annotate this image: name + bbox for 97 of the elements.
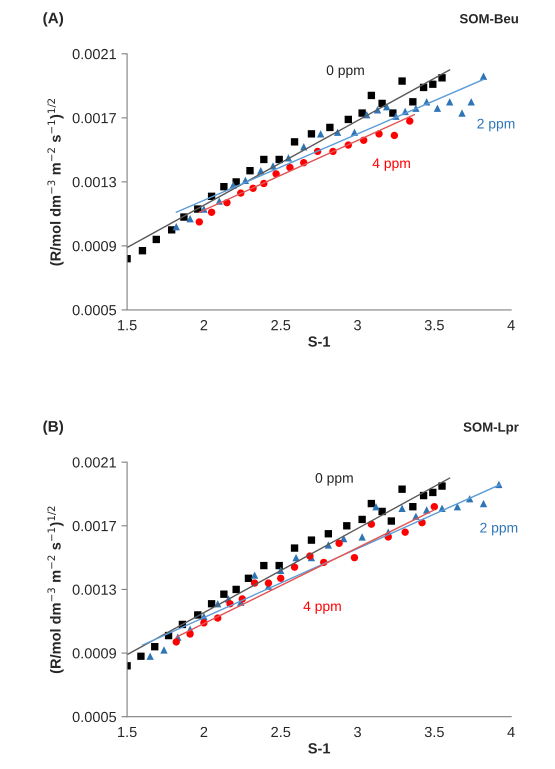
point [196,218,203,226]
point [186,215,194,222]
series-label: 0 ppm [316,473,353,486]
x-tick-label: 4 [507,320,515,330]
x-tick-label: 2.5 [271,320,290,330]
point [388,517,395,525]
point [480,500,488,508]
point [398,77,406,85]
point [290,563,298,571]
x-tick-label: 3.5 [424,320,444,330]
point [172,223,180,230]
point [372,503,380,510]
x-tick-label: 2 [200,726,208,737]
point [290,138,298,146]
x-tick-label: 3.5 [424,726,444,738]
point [383,102,390,110]
chart-title: (A) [43,12,64,26]
point [152,236,160,244]
point [246,166,254,174]
x-tick-label: 3 [354,320,361,330]
point [244,574,252,582]
point [308,130,316,138]
point [232,586,240,594]
x-tick-label: 1.5 [118,320,137,330]
point [344,116,352,124]
y-tick-label: 0.0021 [72,48,116,60]
chart-subtitle: SOM-Lpr [464,422,519,434]
y-axis-title: (R/mol dm$^{−3}$ m$^{−2}$ s$^{−1}$)$^{1/2}$ [47,506,64,674]
point [358,109,366,117]
text: 4 ppm [303,601,341,614]
point [276,562,283,570]
point [308,536,316,544]
point [358,533,366,541]
point [260,562,268,570]
point [316,130,324,138]
point [208,208,216,216]
point [220,590,228,598]
point [137,652,145,660]
x-tick-label: 4 [507,726,515,737]
point [324,530,332,538]
point [276,156,283,164]
series-label: 2 ppm [480,522,518,536]
point [264,579,272,587]
point [138,247,146,254]
series-label: 2 ppm [477,118,514,132]
point [350,554,358,562]
point [398,486,406,493]
y-tick-label: 0.0009 [72,648,116,658]
point [160,646,168,654]
point [250,571,258,579]
point [146,652,154,660]
point [398,504,406,512]
point [401,528,409,536]
point [326,124,334,132]
point [454,503,462,510]
y-tick-label: 0.0017 [72,520,116,532]
x-tick-label: 2 [200,320,208,330]
point [468,98,475,106]
point [406,117,414,125]
point [409,503,417,510]
series-label: 0 ppm [326,65,364,78]
point [220,182,228,190]
point [368,500,376,508]
point [458,109,466,117]
y-axis-title: (R/mol dm$^{−3}$ m$^{−2}$ s$^{−1}$)$^{1/2}$ [47,98,64,266]
y-tick-label: 0.0009 [72,240,116,252]
point [429,488,436,496]
point [409,98,417,106]
chart-title: (B) [43,420,64,435]
y-tick-label: 0.0021 [72,457,116,468]
point [335,540,343,547]
x-axis-title: S-1 [308,336,330,347]
point [290,544,298,552]
chart-subtitle: SOM-Beu [460,14,518,24]
y-tick-label: 0.0013 [72,176,116,188]
point [390,132,398,140]
x-tick-label: 2.5 [271,726,290,738]
point [151,643,158,650]
y-tick-label: 0.0017 [72,112,116,124]
point [343,522,350,530]
point [358,516,366,524]
point [434,104,442,112]
x-axis-title: S-1 [308,743,330,754]
y-tick-label: 0.0005 [72,712,116,722]
series-label: 4 ppm [372,158,410,171]
x-tick-label: 3 [354,726,361,738]
x-tick-label: 1.5 [118,726,137,738]
point [429,80,436,88]
y-tick-label: 0.0005 [72,305,116,316]
point [430,503,438,510]
point [277,574,284,582]
point [208,600,216,608]
point [368,92,376,100]
point [172,638,180,646]
y-tick-label: 0.0013 [72,584,116,595]
point [446,98,454,106]
point [260,156,268,164]
